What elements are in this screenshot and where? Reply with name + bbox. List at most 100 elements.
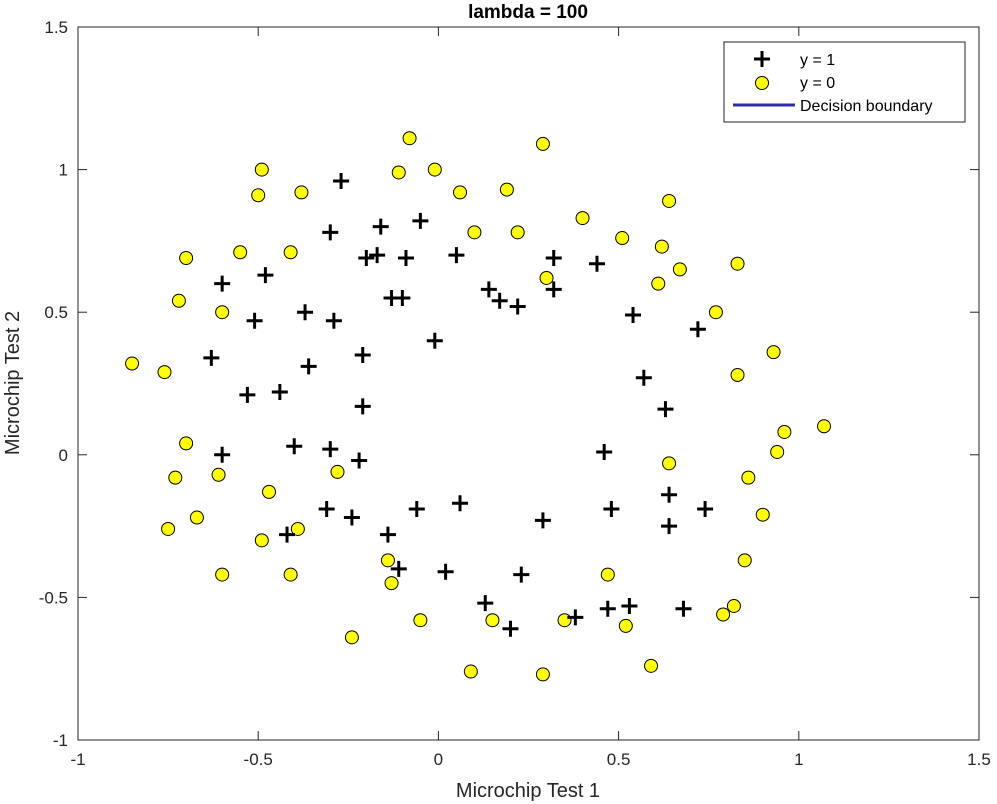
data-point-positive [448,247,465,264]
data-point-positive [239,386,256,403]
data-point-positive [502,620,519,637]
data-point-negative [618,618,633,633]
data-point-positive [318,500,335,517]
data-point-negative [294,185,309,200]
data-point-positive [372,218,389,235]
data-point-negative [179,436,194,451]
data-point-negative [730,367,745,382]
x-axis-ticks: -1 -0.5 0 0.5 1 1.5 [70,27,991,769]
data-point-negative [171,293,186,308]
data-point-positive [509,298,526,315]
data-point-negative [168,470,183,485]
data-point-negative [179,251,194,266]
legend-label-boundary: Decision boundary [800,98,933,115]
data-point-negative [672,262,687,277]
data-point-negative [737,553,752,568]
data-point-negative [463,664,478,679]
data-point-negative [741,470,756,485]
data-point-negative [770,444,785,459]
data-point-positive [297,304,314,321]
data-point-negative [233,245,248,260]
data-point-positive [325,312,342,329]
data-point-positive [657,401,674,418]
data-point-negative [453,185,468,200]
data-point-positive [491,292,508,309]
y-tick-label: 0 [59,446,68,465]
data-point-negative [254,162,269,177]
data-point-negative [344,630,359,645]
data-point-negative [125,356,140,371]
data-point-positive [588,255,605,272]
data-point-negative [716,607,731,622]
data-point-positive [358,250,375,267]
legend: y = 1 y = 0 Decision boundary [723,41,966,123]
data-point-positive [437,563,454,580]
data-point-negative [615,231,630,246]
data-point-positive [675,600,692,617]
data-point-negative [254,533,269,548]
data-point-negative [391,165,406,180]
data-point-negative [651,276,666,291]
data-point-positive [351,452,368,469]
data-point-positive [379,526,396,543]
data-point-positive [397,250,414,267]
data-point-negative [510,225,525,240]
data-point-negative [330,464,345,479]
data-point-positive [246,312,263,329]
legend-entry-negative: y = 0 [755,75,835,92]
y-tick-label: -0.5 [39,588,68,607]
data-point-negative [384,576,399,591]
data-point-negative [189,510,204,525]
data-point-negative [380,553,395,568]
data-point-positive [567,609,584,626]
data-point-negative [485,613,500,628]
data-point-positive [271,384,288,401]
data-point-positive [534,512,551,529]
data-point-positive [203,349,220,366]
data-point-negative [644,658,659,673]
y-tick-label: 0.5 [44,303,68,322]
y-axis-ticks: -1 -0.5 0 0.5 1 1.5 [39,18,979,750]
data-point-negative [535,667,550,682]
data-point-negative [413,613,428,628]
data-point-positive [426,332,443,349]
data-point-positive [452,495,469,512]
legend-entry-boundary: Decision boundary [733,98,933,115]
data-point-negative [290,521,305,536]
data-point-negative [766,345,781,360]
data-point-positive [596,443,613,460]
data-point-negative [726,598,741,613]
data-point-positive [603,500,620,517]
legend-label-negative: y = 0 [800,75,835,92]
data-point-negative [535,136,550,151]
data-point-positive [354,346,371,363]
legend-entry-positive: y = 1 [754,51,835,69]
data-point-negative [427,162,442,177]
data-point-negative [499,182,514,197]
data-point-positive [513,566,530,583]
x-tick-label: 1.5 [967,750,991,769]
data-point-positive [322,441,339,458]
y-axis-title: Microchip Test 2 [2,311,24,455]
data-point-negative [755,507,770,522]
data-point-negative [157,365,172,380]
legend-plus-marker [754,51,770,67]
data-point-negative [467,225,482,240]
data-point-positive [625,307,642,324]
data-point-positive [545,250,562,267]
data-point-positive [322,224,339,241]
data-point-positive [354,398,371,415]
negative-markers [125,131,832,682]
data-point-negative [539,270,554,285]
data-point-positive [480,281,497,298]
data-point-positive [635,369,652,386]
x-tick-label: -1 [70,750,85,769]
data-point-positive [369,247,386,264]
x-axis-title: Microchip Test 1 [456,780,600,802]
x-tick-label: 0.5 [607,750,631,769]
data-point-positive [214,446,231,463]
data-point-negative [777,424,792,439]
data-point-positive [394,289,411,306]
data-point-positive [214,275,231,292]
